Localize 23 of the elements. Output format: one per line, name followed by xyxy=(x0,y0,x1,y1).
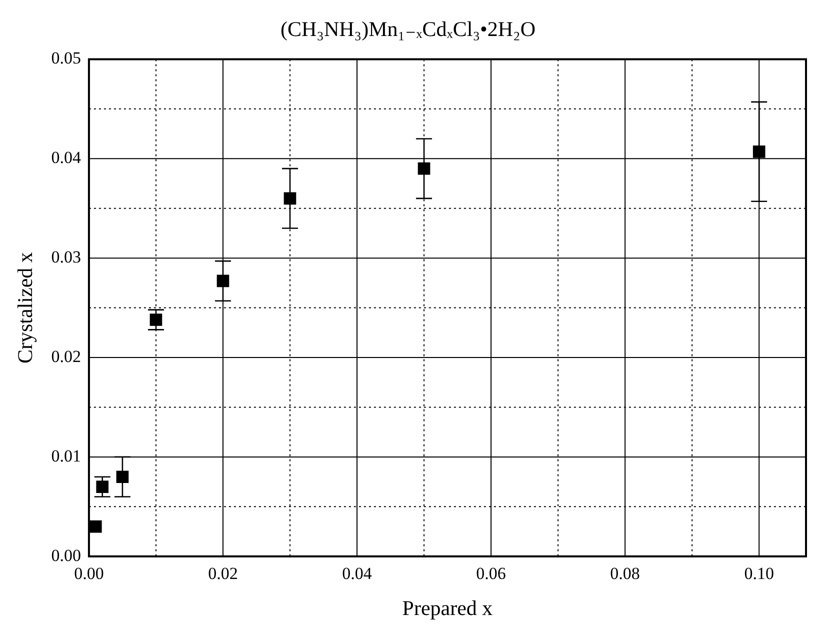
y-tick-label: 0.05 xyxy=(51,48,81,68)
point xyxy=(284,192,296,205)
x-tick-label: 0.08 xyxy=(610,564,640,584)
y-tick-label: 0.03 xyxy=(51,248,81,267)
x-tick-label: 0.06 xyxy=(476,564,506,584)
x-tick-label: 0.10 xyxy=(744,564,774,584)
point xyxy=(150,314,162,326)
x-tick-label: 0.02 xyxy=(208,564,238,584)
point xyxy=(89,520,102,533)
y-tick-label: 0.04 xyxy=(51,148,82,168)
x-tick-label: 0.04 xyxy=(342,564,372,584)
x-tick-label: 0.00 xyxy=(74,564,104,584)
chart-title: (CH₃NH₃)Mn₁₋ₓCdₓCl₃•2H₂O xyxy=(280,17,536,42)
point xyxy=(752,146,766,158)
y-axis-title: Crystalized x xyxy=(13,252,38,364)
point xyxy=(216,274,230,288)
x-axis-title: Prepared x xyxy=(402,596,494,620)
y-tick-label: 0.00 xyxy=(51,546,81,565)
point xyxy=(418,162,430,175)
point xyxy=(116,470,129,484)
point xyxy=(96,480,109,493)
y-tick-label: 0.02 xyxy=(51,346,81,366)
y-tick-label: 0.01 xyxy=(51,446,81,466)
